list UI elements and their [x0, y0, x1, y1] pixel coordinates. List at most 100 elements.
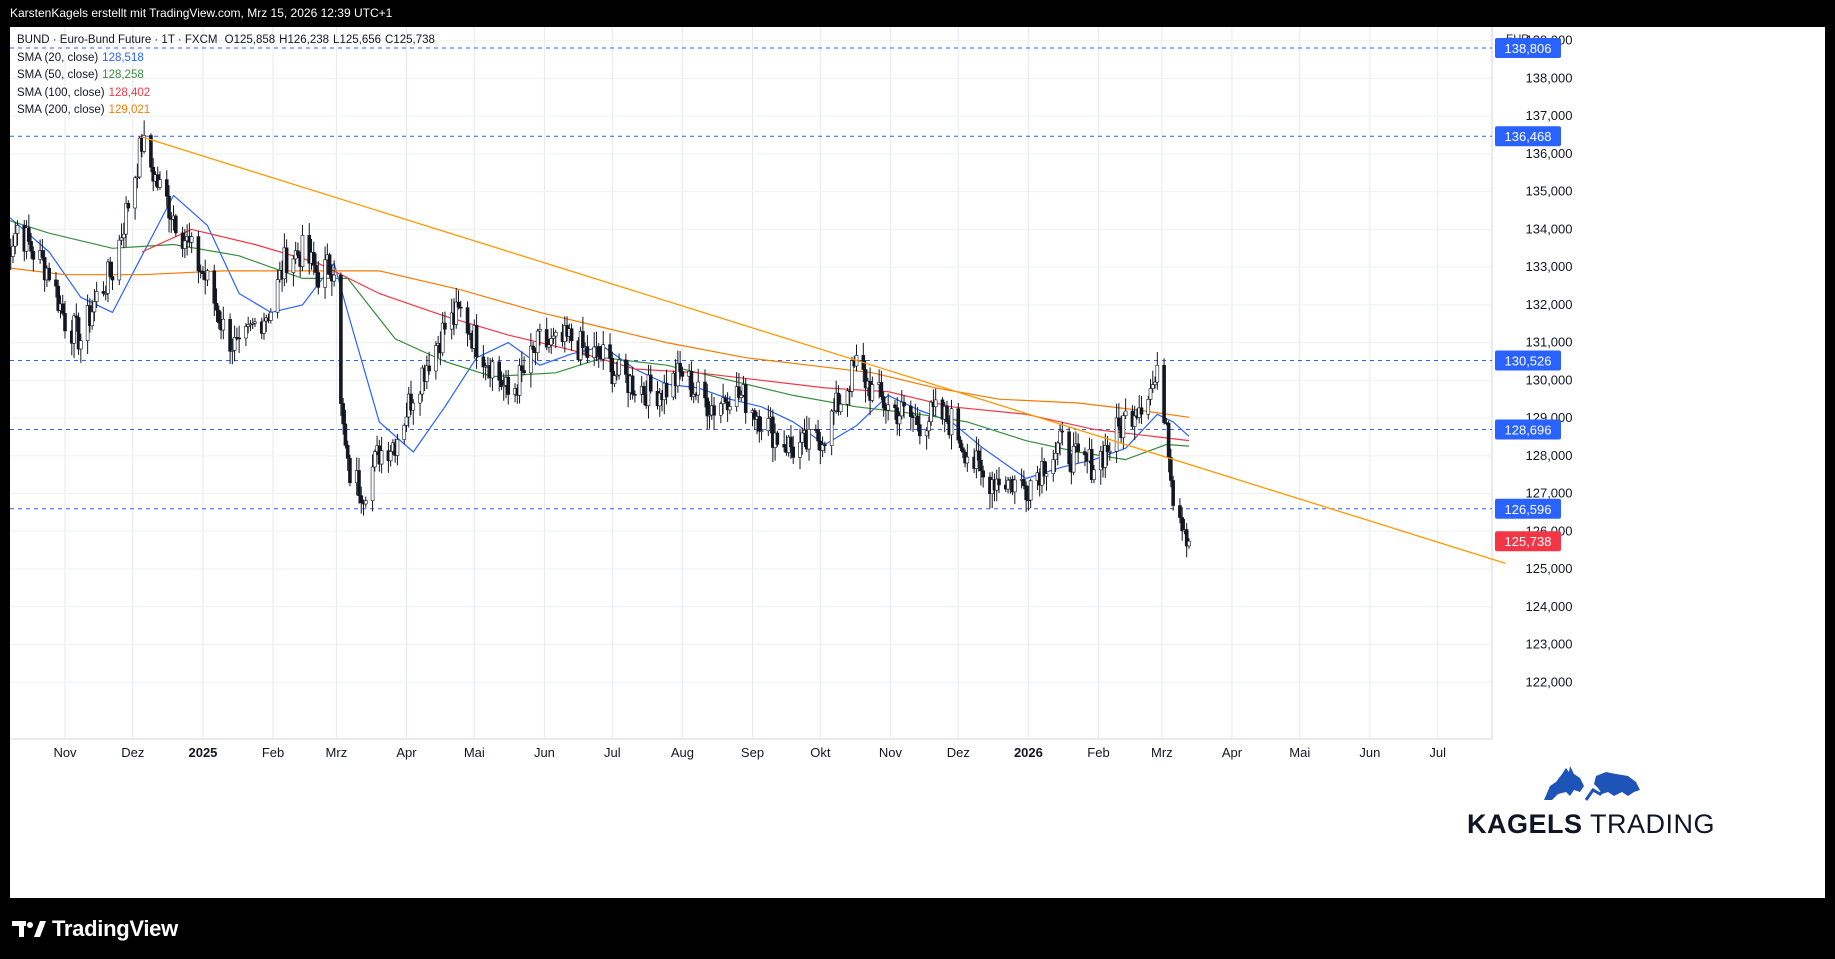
- candle-body: [676, 362, 680, 387]
- candle-body: [440, 322, 445, 354]
- candle-body: [1178, 505, 1182, 518]
- candle-body: [468, 332, 472, 335]
- candle-body: [1083, 451, 1087, 456]
- time-axis-label: Jun: [1359, 745, 1380, 760]
- candle-body: [1184, 529, 1189, 547]
- price-axis-label: 130,000: [1526, 372, 1573, 387]
- candle-body: [316, 272, 321, 288]
- candle-body: [1132, 415, 1137, 427]
- price-axis-label: 124,000: [1526, 599, 1573, 614]
- candle-body: [612, 375, 617, 385]
- price-level-badge: [1495, 498, 1561, 519]
- candle-body: [958, 439, 963, 448]
- candle-body: [1171, 480, 1175, 506]
- time-axis-label: Nov: [53, 745, 77, 760]
- attribution-header: KarstenKagels erstellt mit TradingView.c…: [0, 0, 1835, 27]
- candle-body: [642, 386, 646, 396]
- candle-body: [1053, 452, 1058, 461]
- candle-body: [359, 495, 364, 504]
- candle-body: [404, 416, 409, 426]
- candle-body: [357, 470, 361, 496]
- candle-body: [348, 458, 352, 484]
- candle-body: [836, 392, 841, 412]
- tradingview-brand[interactable]: TradingView: [12, 916, 178, 942]
- candle-body: [1006, 479, 1010, 490]
- candle-body: [497, 361, 502, 381]
- candle-body: [881, 396, 886, 409]
- candle-body: [743, 384, 748, 413]
- candle-body: [752, 410, 757, 420]
- candle-body: [465, 307, 470, 334]
- candle-body: [174, 215, 178, 234]
- indicator-row[interactable]: SMA (50, close) 128,258: [17, 67, 435, 85]
- price-level-badge-label: 128,696: [1505, 423, 1552, 438]
- candle-body: [807, 429, 811, 450]
- candle-body: [291, 258, 296, 273]
- candle-body: [617, 359, 621, 376]
- candle-body: [549, 338, 554, 346]
- candle-body: [395, 439, 400, 456]
- time-axis-label: Aug: [671, 745, 694, 760]
- chart-background: [10, 27, 1825, 898]
- candle-body: [759, 430, 764, 433]
- sma-200-line[interactable]: [10, 267, 1190, 418]
- candle-body: [608, 344, 612, 359]
- candle-body: [262, 320, 266, 334]
- candle-body: [529, 345, 533, 374]
- chart-area[interactable]: Nov Dez 2025 Feb Mrz Apr Mai Jun Jul Aug Sep Okt Nov…: [10, 27, 1825, 898]
- ohlc-h: H126,238: [279, 34, 330, 46]
- indicator-row[interactable]: SMA (100, close) 128,402: [17, 85, 435, 103]
- price-level-badge: [1495, 350, 1561, 371]
- candle-body: [766, 418, 771, 432]
- time-axis-label: Feb: [262, 745, 284, 760]
- time-axis-label: Jul: [1429, 745, 1446, 760]
- indicator-row[interactable]: SMA (200, close) 129,021: [17, 102, 435, 120]
- candle-body: [522, 370, 526, 374]
- candle-body: [624, 359, 628, 375]
- candle-body: [789, 436, 793, 448]
- candle-body: [798, 442, 802, 458]
- candle-body: [126, 203, 131, 209]
- candle-body: [520, 365, 524, 371]
- candle-body: [633, 393, 637, 396]
- descending-trendline[interactable]: [141, 136, 1506, 564]
- candle-body: [863, 369, 868, 389]
- indicator-row[interactable]: SMA (20, close) 128,518: [17, 50, 435, 68]
- time-axis-label: 2025: [188, 745, 217, 760]
- candle-body: [592, 346, 596, 358]
- symbol-legend-row[interactable]: BUND · Euro-Bund Future · 1T · FXCM O125…: [17, 32, 435, 50]
- candle-body: [63, 313, 67, 332]
- candle-body: [965, 456, 970, 464]
- candle-body: [1169, 457, 1173, 481]
- price-axis-label: 128,000: [1526, 448, 1573, 463]
- candle-body: [501, 385, 506, 387]
- candle-body: [893, 404, 897, 409]
- candle-body: [92, 301, 97, 313]
- candle-body: [845, 390, 850, 405]
- candle-body: [196, 236, 201, 272]
- candle-body: [610, 357, 615, 385]
- candle-body: [1071, 446, 1076, 473]
- time-axis-label: Jul: [604, 745, 621, 760]
- candle-body: [443, 322, 447, 330]
- price-level-badge: [1495, 38, 1561, 59]
- candle-body: [189, 236, 194, 243]
- candle-body: [712, 405, 716, 416]
- indicator-value: 128,258: [102, 69, 144, 81]
- indicator-value: 128,518: [102, 51, 144, 64]
- candle-body: [1108, 451, 1112, 453]
- candle-body: [870, 384, 875, 401]
- candle-body: [1123, 410, 1128, 416]
- candle-body: [832, 410, 836, 413]
- candle-body: [757, 416, 762, 432]
- price-chart[interactable]: Nov Dez 2025 Feb Mrz Apr Mai Jun Jul Aug Sep Okt Nov…: [10, 27, 1825, 898]
- watermark-brand: KAGELS TRADING: [1467, 809, 1715, 840]
- candle-body: [596, 346, 601, 357]
- candle-body: [961, 447, 965, 453]
- candle-body: [79, 340, 83, 350]
- candle-body: [544, 329, 549, 348]
- candle-body: [327, 254, 332, 275]
- candle-body: [268, 311, 273, 321]
- candle-body: [933, 399, 938, 408]
- candle-body: [850, 360, 854, 392]
